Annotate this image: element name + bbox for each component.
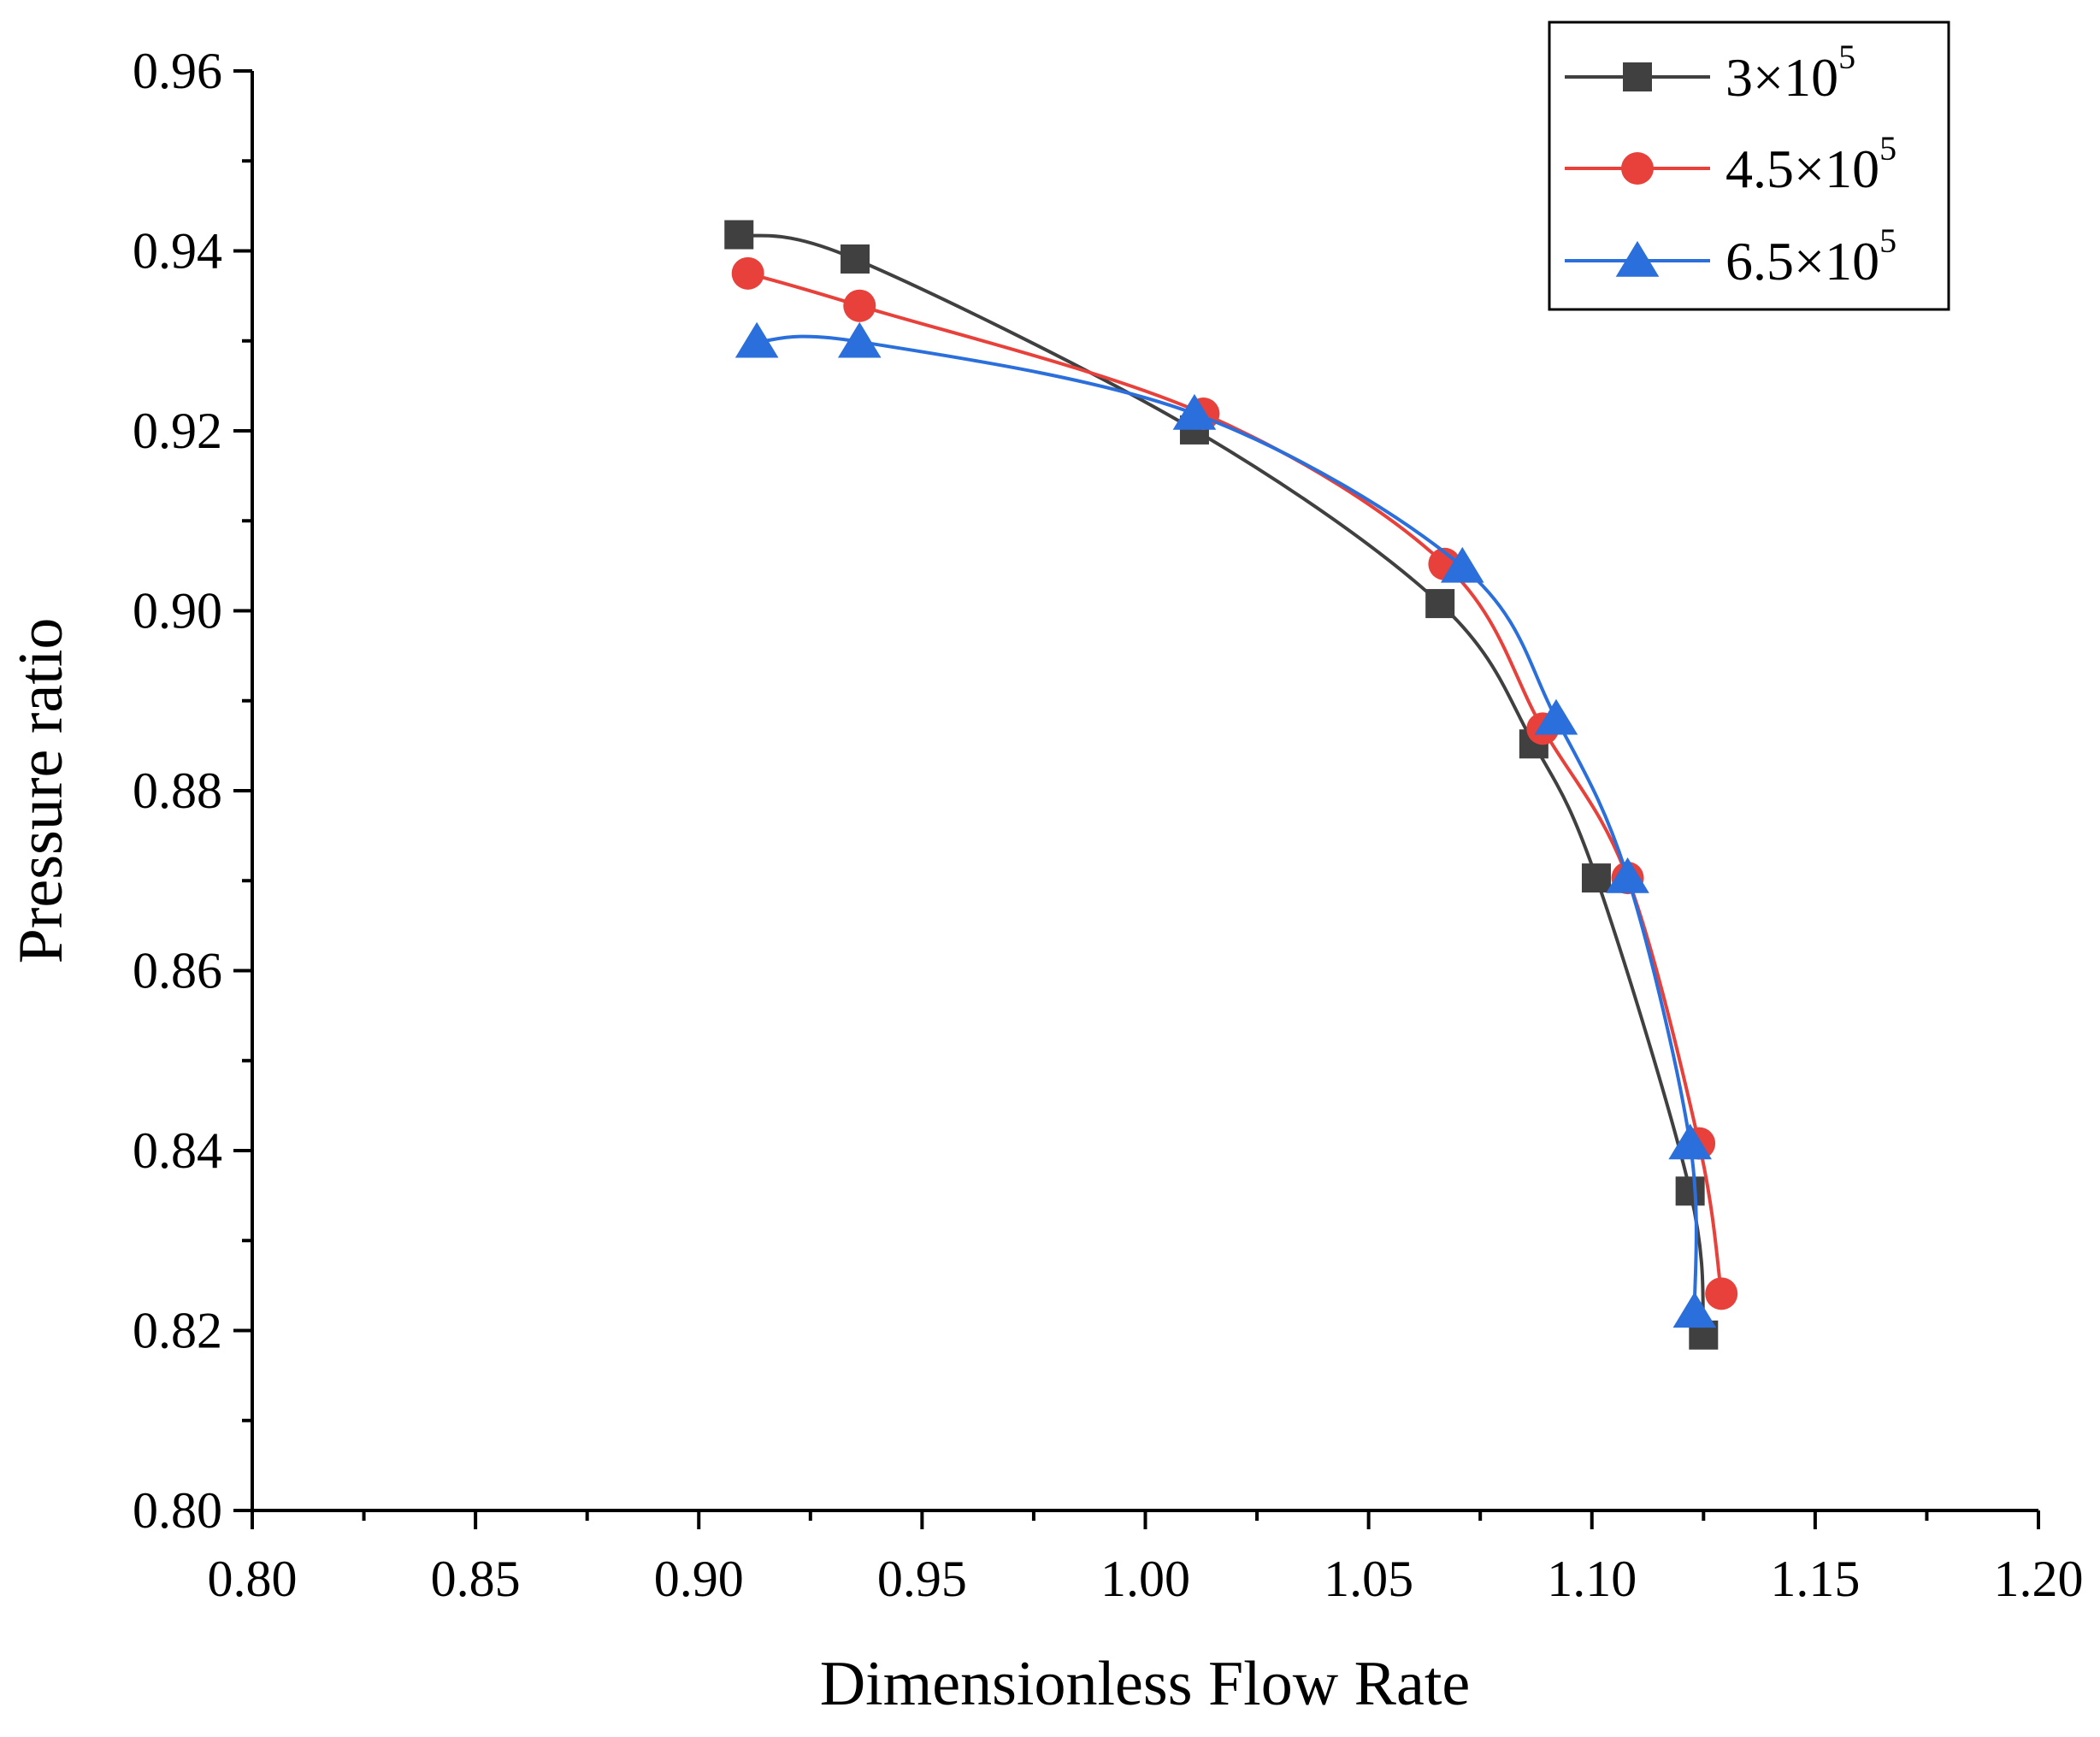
data-point-square	[1581, 863, 1611, 893]
y-tick-label: 0.96	[133, 43, 222, 99]
data-point-square	[724, 220, 754, 250]
data-point-triangle	[1606, 857, 1649, 893]
data-point-triangle	[1668, 1123, 1712, 1160]
legend-label: 6.5×105	[1725, 221, 1896, 291]
legend-marker	[1621, 152, 1654, 185]
y-tick-label: 0.90	[133, 583, 222, 639]
series	[724, 220, 1738, 1350]
y-tick-label: 0.94	[133, 223, 222, 280]
y-tick-label: 0.92	[133, 403, 222, 459]
x-tick-label: 1.05	[1324, 1551, 1413, 1607]
legend-label: 3×105	[1725, 38, 1855, 108]
series-line	[738, 233, 1706, 1335]
x-tick-label: 1.15	[1770, 1551, 1860, 1607]
series-2	[731, 256, 1738, 1310]
data-point-circle	[1705, 1277, 1738, 1310]
data-point-triangle	[1672, 1292, 1717, 1328]
x-tick-label: 0.95	[877, 1551, 967, 1607]
legend-marker	[1615, 240, 1660, 277]
x-tick-label: 0.80	[208, 1551, 298, 1607]
x-tick-label: 1.20	[1994, 1551, 2084, 1607]
legend-item: 3×105	[1565, 38, 1855, 108]
x-tick-label: 0.85	[431, 1551, 521, 1607]
legend-item: 6.5×105	[1565, 221, 1896, 291]
y-axis-title: Pressure ratio	[6, 618, 76, 964]
data-point-square	[1675, 1176, 1705, 1206]
ticks: 0.80 0.85 0.90 0.95 1.00 1.05 1.10 1.15 1.20 0.80…	[133, 43, 2084, 1607]
x-axis-title: Dimensionless Flow Rate	[820, 1649, 1471, 1719]
legend-marker	[1623, 62, 1652, 91]
data-point-square	[1425, 589, 1455, 619]
y-tick-label: 0.88	[133, 763, 222, 819]
data-point-triangle	[837, 321, 882, 358]
x-tick-label: 1.10	[1547, 1551, 1637, 1607]
x-tick-label: 1.00	[1100, 1551, 1190, 1607]
y-tick-label: 0.84	[133, 1122, 222, 1179]
legend-exponent: 5	[1838, 38, 1855, 76]
x-tick-label: 0.90	[654, 1551, 744, 1607]
data-point-triangle	[1534, 698, 1578, 735]
legend: 3×105 4.5×105 6.5×105	[1548, 21, 1950, 311]
data-point-circle	[843, 289, 876, 322]
series-line	[757, 334, 1698, 1312]
series-3	[734, 321, 1717, 1328]
data-point-triangle	[1440, 546, 1484, 583]
series-1	[724, 220, 1719, 1350]
data-point-triangle	[1172, 393, 1217, 430]
y-tick-label: 0.82	[133, 1303, 222, 1359]
data-point-triangle	[734, 321, 779, 358]
legend-exponent: 5	[1879, 129, 1896, 168]
series-line	[747, 271, 1724, 1294]
legend-item: 4.5×105	[1565, 129, 1896, 199]
y-tick-label: 0.86	[133, 943, 222, 999]
legend-exponent: 5	[1879, 221, 1896, 260]
data-point-circle	[731, 256, 764, 290]
y-tick-label: 0.80	[133, 1482, 222, 1539]
legend-label: 4.5×105	[1725, 129, 1896, 199]
data-point-square	[841, 244, 870, 274]
